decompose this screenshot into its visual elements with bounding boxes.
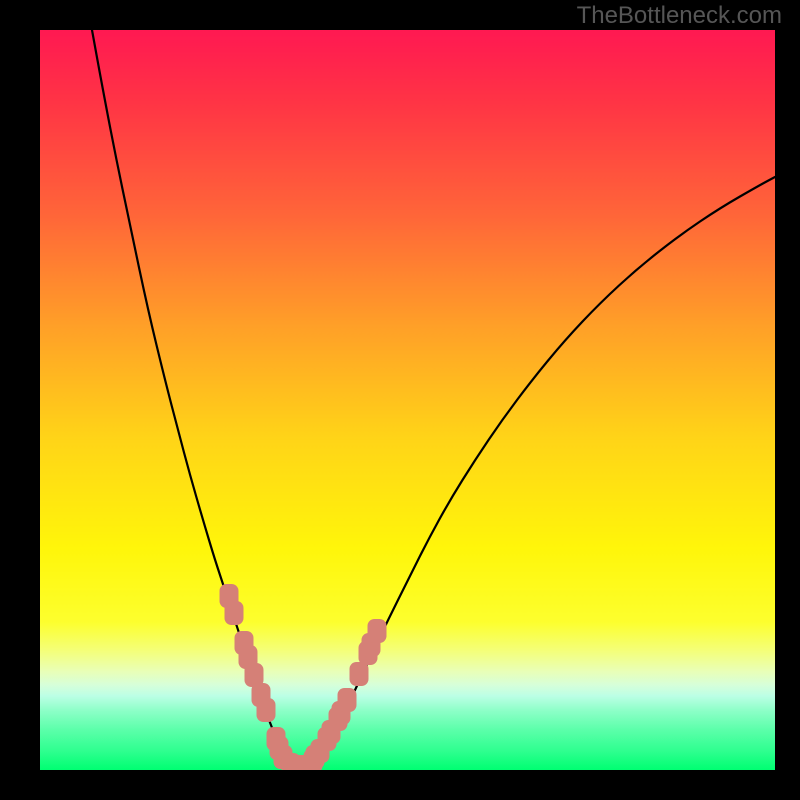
marker-group: [220, 584, 387, 770]
plot-area: [40, 30, 775, 770]
curve-marker: [225, 601, 244, 625]
curve-marker: [368, 619, 387, 643]
curve-marker: [257, 698, 276, 722]
chart-svg: [40, 30, 775, 770]
curve-marker: [338, 688, 357, 712]
watermark-text: TheBottleneck.com: [577, 2, 782, 30]
bottleneck-curve: [92, 30, 775, 770]
curve-marker: [350, 662, 369, 686]
